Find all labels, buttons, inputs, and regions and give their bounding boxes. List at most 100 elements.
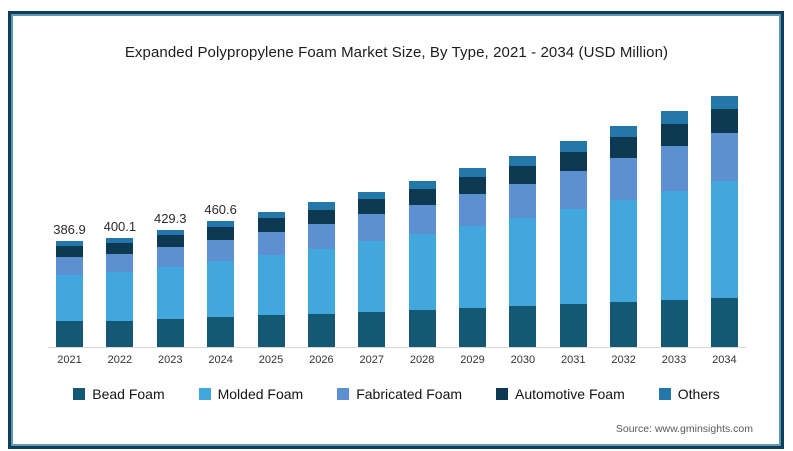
bar-segment-automotive-foam-2022	[106, 243, 134, 255]
bar-segment-molded-foam-2025	[257, 254, 285, 316]
bar-segment-others-2027	[358, 191, 386, 200]
source-credit: Source: www.gminsights.com	[615, 423, 753, 435]
bar-segment-molded-foam-2029	[459, 226, 486, 308]
legend-swatch-molded-foam	[198, 388, 211, 400]
legend-item-bead-foam: Bead Foam	[73, 386, 165, 402]
bar-segment-fabricated-foam-2022	[106, 254, 134, 273]
bar-segment-molded-foam-2022	[106, 272, 134, 321]
bar-segment-fabricated-foam-2028	[408, 204, 436, 235]
plot-area: 386.9 400.1 429.3 460.6	[48, 90, 746, 348]
bar-segment-bead-foam-2022	[106, 320, 134, 347]
bar-segment-fabricated-foam-2034	[710, 132, 738, 182]
x-tick-2032: 2032	[611, 354, 636, 366]
bars-container: 386.9 400.1 429.3 460.6	[48, 90, 746, 347]
bar-segment-automotive-foam-2025	[257, 218, 285, 232]
bar-segment-others-2026	[307, 202, 335, 210]
bar-segment-automotive-foam-2029	[459, 177, 486, 195]
bar-segment-bead-foam-2025	[257, 315, 285, 347]
bar-segment-automotive-foam-2023	[156, 235, 184, 248]
bar-2028	[408, 180, 436, 347]
bar-segment-bead-foam-2021	[56, 321, 83, 347]
bar-segment-fabricated-foam-2025	[257, 231, 285, 255]
bar-segment-others-2030	[509, 155, 537, 166]
bar-2023: 429.3	[154, 211, 187, 347]
bar-segment-bead-foam-2027	[358, 311, 386, 347]
bar-segment-fabricated-foam-2032	[610, 158, 638, 200]
bar-segment-bead-foam-2034	[710, 297, 738, 347]
bar-segment-others-2023	[156, 229, 184, 236]
bar-segment-automotive-foam-2030	[509, 165, 537, 184]
bar-segment-bead-foam-2026	[307, 313, 335, 347]
legend-swatch-automotive-foam	[496, 388, 509, 400]
bar-segment-automotive-foam-2026	[307, 209, 335, 224]
bar-segment-automotive-foam-2031	[559, 151, 587, 172]
bar-segment-others-2031	[559, 141, 587, 152]
total-label-2021: 386.9	[53, 222, 86, 238]
legend-label-automotive-foam: Automotive Foam	[515, 386, 625, 402]
bar-segment-molded-foam-2027	[358, 241, 386, 312]
bar-segment-automotive-foam-2028	[408, 188, 436, 205]
bar-segment-molded-foam-2031	[559, 209, 587, 304]
bar-segment-fabricated-foam-2026	[307, 223, 335, 249]
bar-segment-bead-foam-2031	[559, 303, 587, 347]
bar-segment-fabricated-foam-2030	[509, 183, 537, 219]
bar-2021: 386.9	[53, 222, 86, 347]
legend: Bead Foam Molded Foam Fabricated Foam Autom…	[0, 386, 793, 402]
bar-segment-others-2022	[106, 237, 134, 244]
total-label-2022: 400.1	[103, 218, 137, 234]
legend-item-others: Others	[658, 386, 720, 402]
bar-segment-bead-foam-2028	[408, 309, 436, 347]
bar-segment-fabricated-foam-2029	[459, 194, 486, 227]
x-axis-labels: 2021 2022 2023 2024 2025 2026 2027 2028 2029 2030…	[48, 354, 746, 366]
bar-segment-others-2021	[56, 241, 83, 247]
bar-segment-bead-foam-2032	[610, 301, 638, 347]
total-label-2023: 429.3	[153, 210, 187, 226]
bar-segment-molded-foam-2024	[207, 261, 235, 318]
bar-2031	[559, 141, 587, 347]
bar-2034	[710, 95, 738, 347]
chart-title: Expanded Polypropylene Foam Market Size,…	[124, 44, 669, 61]
bar-2030	[509, 155, 537, 347]
legend-label-bead-foam: Bead Foam	[92, 386, 165, 402]
total-label-2024: 460.6	[204, 202, 237, 218]
bar-segment-molded-foam-2026	[307, 248, 335, 314]
bar-segment-bead-foam-2024	[207, 317, 235, 347]
x-tick-2024: 2024	[208, 354, 233, 366]
bar-segment-automotive-foam-2033	[660, 123, 688, 146]
x-tick-2028: 2028	[409, 354, 435, 366]
legend-label-molded-foam: Molded Foam	[217, 386, 304, 402]
x-tick-2029: 2029	[460, 354, 485, 366]
x-tick-2023: 2023	[158, 354, 183, 366]
bar-segment-others-2029	[459, 168, 486, 178]
bar-segment-bead-foam-2023	[156, 318, 184, 347]
bar-segment-fabricated-foam-2031	[559, 171, 587, 210]
bar-segment-molded-foam-2023	[156, 266, 184, 319]
legend-label-fabricated-foam: Fabricated Foam	[356, 386, 463, 402]
legend-item-molded-foam: Molded Foam	[198, 386, 304, 402]
bar-segment-molded-foam-2032	[610, 199, 638, 302]
bar-segment-automotive-foam-2032	[610, 137, 638, 159]
bar-segment-others-2024	[207, 221, 235, 228]
legend-item-automotive-foam: Automotive Foam	[496, 386, 625, 402]
x-tick-2031: 2031	[561, 354, 586, 366]
x-tick-2033: 2033	[661, 354, 687, 366]
bar-segment-molded-foam-2033	[660, 190, 688, 300]
bar-segment-automotive-foam-2021	[56, 246, 83, 258]
bar-segment-molded-foam-2030	[509, 218, 537, 306]
bar-segment-molded-foam-2021	[56, 274, 83, 322]
bar-segment-others-2034	[710, 95, 738, 110]
bar-segment-molded-foam-2028	[408, 234, 436, 310]
bar-2026	[307, 202, 335, 347]
bar-2032	[610, 125, 638, 347]
x-tick-2034: 2034	[712, 354, 737, 366]
x-tick-2025: 2025	[258, 354, 284, 366]
bar-segment-automotive-foam-2027	[358, 199, 386, 215]
bar-segment-fabricated-foam-2023	[156, 247, 184, 267]
bar-segment-others-2033	[660, 110, 688, 124]
bar-segment-bead-foam-2033	[660, 299, 688, 347]
legend-swatch-others	[658, 388, 671, 400]
x-tick-2027: 2027	[359, 354, 384, 366]
bar-segment-others-2028	[408, 180, 436, 189]
bar-2033	[660, 110, 688, 347]
